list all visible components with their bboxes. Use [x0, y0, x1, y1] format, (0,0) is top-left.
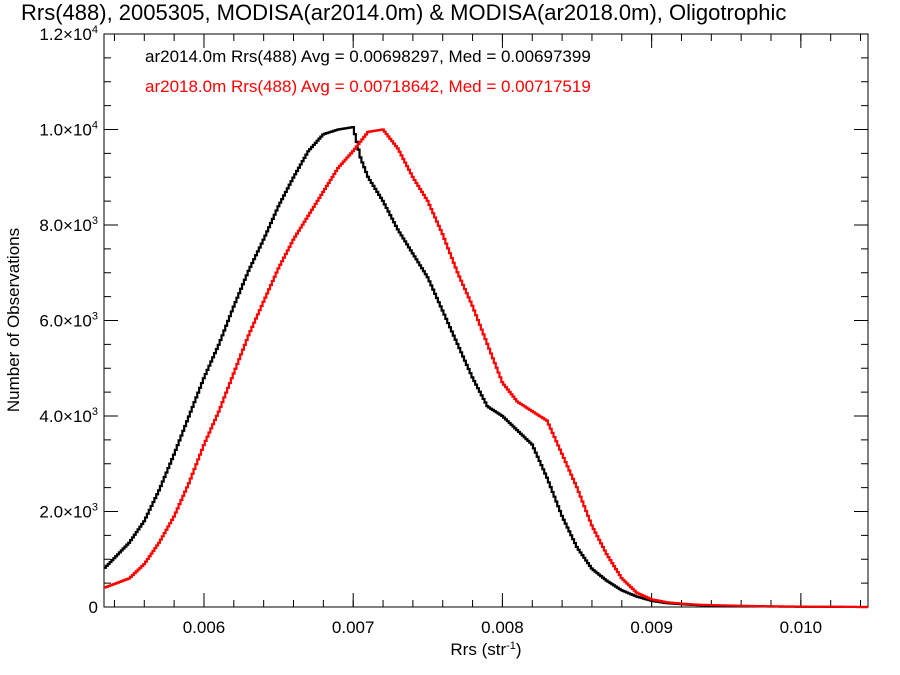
x-axis-ticks: 0.006 0.007 0.008 0.009 0.010	[113, 34, 862, 637]
y-axis-ticks: 02.0×1034.0×1036.0×1038.0×1031.0×1041.2×…	[39, 24, 868, 617]
y-tick-exponent: 3	[92, 406, 98, 418]
x-tick-label: 0.008	[481, 618, 524, 637]
y-tick-exponent: 4	[92, 24, 98, 36]
series-line-0	[104, 126, 868, 609]
y-tick-mantissa: 6.0×10	[39, 312, 91, 331]
series-lines	[104, 126, 868, 609]
y-tick-mantissa: 8.0×10	[39, 216, 91, 235]
legend-entry-ar2018: ar2018.0m Rrs(488) Avg = 0.00718642, Med…	[145, 77, 591, 96]
y-tick-label: 6.0×103	[39, 311, 98, 331]
x-axis-label: Rrs (str-1)	[450, 640, 521, 659]
y-tick-exponent: 3	[92, 215, 98, 227]
y-tick-mantissa: 1.2×10	[39, 25, 91, 44]
y-tick-label: 1.2×104	[39, 24, 98, 44]
series-line-1	[104, 128, 868, 609]
y-tick-exponent: 4	[92, 120, 98, 132]
x-tick-label: 0.006	[183, 618, 226, 637]
x-tick-label: 0.010	[780, 618, 823, 637]
y-tick-mantissa: 4.0×10	[39, 407, 91, 426]
plot-frame	[103, 33, 869, 608]
y-tick-exponent: 3	[92, 311, 98, 323]
y-tick-label: 0	[89, 598, 98, 617]
chart-title: Rrs(488), 2005305, MODISA(ar2014.0m) & M…	[21, 0, 786, 25]
y-tick-label: 1.0×104	[39, 120, 98, 140]
x-tick-label: 0.007	[332, 618, 375, 637]
y-tick-exponent: 3	[92, 502, 98, 514]
y-tick-label: 2.0×103	[39, 502, 98, 522]
y-tick-label: 8.0×103	[39, 215, 98, 235]
y-axis-label: Number of Observations	[4, 228, 23, 412]
x-axis-label-text: Rrs (str	[450, 640, 506, 659]
x-tick-label: 0.009	[630, 618, 673, 637]
y-tick-mantissa: 2.0×10	[39, 503, 91, 522]
y-tick-mantissa: 1.0×10	[39, 121, 91, 140]
y-tick-label: 4.0×103	[39, 406, 98, 426]
x-axis-label-superscript: -1	[506, 640, 516, 652]
y-tick-mantissa: 0	[89, 598, 98, 617]
legend-entry-ar2014: ar2014.0m Rrs(488) Avg = 0.00698297, Med…	[145, 47, 591, 66]
x-axis-label-suffix: )	[516, 640, 522, 659]
